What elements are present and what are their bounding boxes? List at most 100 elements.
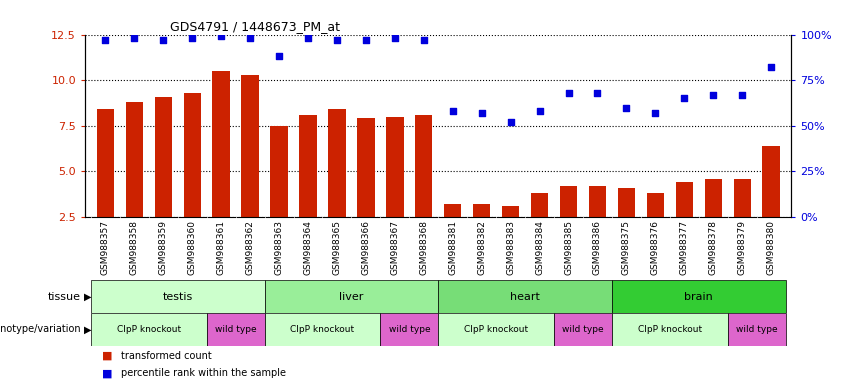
Point — [475, 110, 488, 116]
Point — [446, 108, 460, 114]
Text: ▶: ▶ — [84, 291, 92, 302]
Point — [99, 37, 112, 43]
Point — [157, 37, 170, 43]
Bar — [728, 313, 785, 346]
Bar — [473, 204, 490, 217]
Bar — [647, 193, 664, 217]
Bar — [438, 313, 554, 346]
Bar — [560, 186, 577, 217]
Text: ClpP knockout: ClpP knockout — [464, 325, 528, 334]
Text: GSM988363: GSM988363 — [275, 220, 283, 275]
Text: GSM988376: GSM988376 — [651, 220, 660, 275]
Point — [330, 37, 344, 43]
Bar — [676, 182, 693, 217]
Bar — [265, 313, 380, 346]
Bar — [415, 115, 432, 217]
Bar — [444, 204, 461, 217]
Text: wild type: wild type — [736, 325, 778, 334]
Bar — [91, 313, 207, 346]
Bar — [207, 313, 265, 346]
Text: wild type: wild type — [214, 325, 256, 334]
Text: ▶: ▶ — [84, 324, 92, 334]
Text: wild type: wild type — [389, 325, 430, 334]
Text: GSM988359: GSM988359 — [159, 220, 168, 275]
Text: GSM988362: GSM988362 — [246, 220, 254, 275]
Bar — [357, 118, 374, 217]
Bar — [531, 193, 548, 217]
Text: GSM988366: GSM988366 — [362, 220, 370, 275]
Point — [272, 53, 286, 60]
Text: transformed count: transformed count — [121, 351, 212, 361]
Text: GSM988364: GSM988364 — [304, 220, 312, 275]
Text: ■: ■ — [102, 351, 112, 361]
Text: GSM988385: GSM988385 — [564, 220, 573, 275]
Point — [128, 35, 141, 41]
Bar — [705, 179, 722, 217]
Bar — [618, 188, 635, 217]
Point — [243, 35, 257, 41]
Point — [764, 65, 778, 71]
Point — [533, 108, 546, 114]
Bar — [155, 97, 172, 217]
Bar — [734, 179, 751, 217]
Point — [417, 37, 431, 43]
Text: GSM988361: GSM988361 — [217, 220, 226, 275]
Text: ClpP knockout: ClpP knockout — [290, 325, 355, 334]
Text: wild type: wild type — [563, 325, 604, 334]
Bar — [612, 313, 728, 346]
Bar — [502, 206, 519, 217]
Bar — [300, 115, 317, 217]
Point — [186, 35, 199, 41]
Bar — [213, 71, 230, 217]
Text: GSM988375: GSM988375 — [622, 220, 631, 275]
Bar — [612, 280, 785, 313]
Text: GSM988382: GSM988382 — [477, 220, 486, 275]
Text: percentile rank within the sample: percentile rank within the sample — [121, 368, 286, 378]
Text: heart: heart — [510, 291, 540, 302]
Text: GDS4791 / 1448673_PM_at: GDS4791 / 1448673_PM_at — [170, 20, 340, 33]
Point — [562, 90, 575, 96]
Text: GSM988358: GSM988358 — [130, 220, 139, 275]
Point — [620, 104, 633, 111]
Point — [677, 95, 691, 101]
Bar — [589, 186, 606, 217]
Text: GSM988365: GSM988365 — [333, 220, 341, 275]
Text: brain: brain — [684, 291, 713, 302]
Bar — [265, 280, 438, 313]
Text: GSM988367: GSM988367 — [391, 220, 399, 275]
Text: ClpP knockout: ClpP knockout — [637, 325, 702, 334]
Bar — [328, 109, 346, 217]
Point — [388, 35, 402, 41]
Text: GSM988384: GSM988384 — [535, 220, 544, 275]
Bar — [438, 280, 612, 313]
Text: tissue: tissue — [48, 291, 81, 302]
Bar — [97, 109, 114, 217]
Point — [706, 92, 720, 98]
Bar — [242, 75, 259, 217]
Bar — [554, 313, 612, 346]
Bar — [126, 102, 143, 217]
Text: GSM988383: GSM988383 — [506, 220, 515, 275]
Bar — [380, 313, 438, 346]
Text: GSM988386: GSM988386 — [593, 220, 602, 275]
Text: liver: liver — [340, 291, 363, 302]
Text: GSM988380: GSM988380 — [767, 220, 775, 275]
Text: testis: testis — [163, 291, 193, 302]
Text: GSM988357: GSM988357 — [101, 220, 110, 275]
Bar — [762, 146, 780, 217]
Text: genotype/variation: genotype/variation — [0, 324, 81, 334]
Point — [214, 33, 228, 40]
Text: GSM988379: GSM988379 — [738, 220, 746, 275]
Bar — [386, 117, 403, 217]
Text: GSM988381: GSM988381 — [448, 220, 457, 275]
Point — [301, 35, 315, 41]
Point — [359, 37, 373, 43]
Text: ■: ■ — [102, 368, 112, 378]
Point — [591, 90, 604, 96]
Text: ClpP knockout: ClpP knockout — [117, 325, 181, 334]
Text: GSM988378: GSM988378 — [709, 220, 717, 275]
Bar — [184, 93, 201, 217]
Point — [735, 92, 749, 98]
Bar — [271, 126, 288, 217]
Bar — [91, 280, 265, 313]
